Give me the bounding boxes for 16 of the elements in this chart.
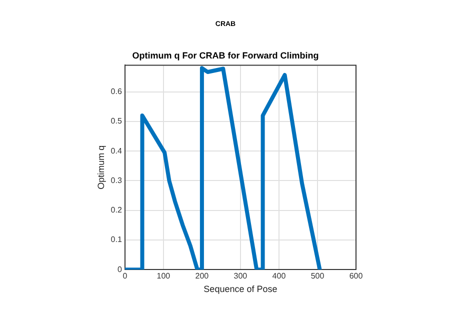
y-tick-label: 0 (117, 264, 122, 274)
y-tick-label: 0.2 (110, 206, 122, 215)
x-tick-label: 400 (272, 272, 286, 281)
x-axis-title: Sequence of Pose (204, 284, 278, 294)
y-tick-label: 0.4 (110, 146, 122, 156)
x-tick-label: 200 (195, 272, 210, 281)
chart-subtitle: Optimum q For CRAB for Forward Climbing (132, 50, 319, 60)
y-tick-label: 0.3 (110, 176, 122, 185)
x-tick-label: 500 (310, 272, 325, 281)
y-tick-label: 0.6 (110, 87, 122, 96)
x-tick-label: 600 (349, 272, 364, 281)
x-tick-label: 300 (234, 272, 248, 281)
y-tick-label: 0.5 (110, 116, 122, 126)
y-axis-title: Optimum q (96, 145, 106, 190)
x-tick-label: 100 (156, 272, 171, 281)
y-tick-label: 0.1 (110, 235, 122, 244)
